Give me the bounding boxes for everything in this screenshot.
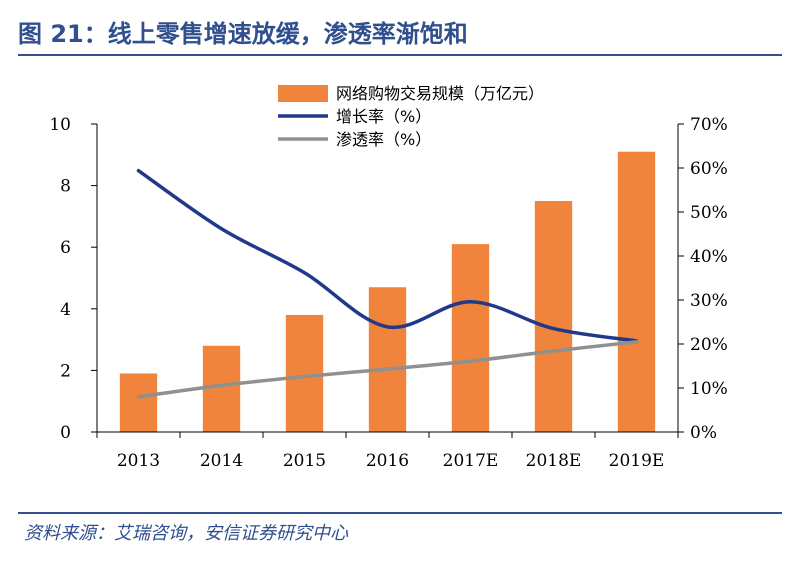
lines-group <box>136 168 639 399</box>
x-tick-label: 2015 <box>283 451 326 471</box>
bar-2014 <box>202 345 241 432</box>
x-tick-label: 2019E <box>609 451 665 471</box>
x-tick-label: 2016 <box>366 451 409 471</box>
left-tick-label: 0 <box>60 423 71 443</box>
bar-2018E <box>534 201 573 432</box>
legend-swatch-bar <box>278 85 328 102</box>
x-tick-label: 2013 <box>117 451 160 471</box>
axes-group: 0 2 4 6 8 10 0% 10% 20% 30% 40% 50% 60% 70% 2013 2014 20… <box>49 115 727 471</box>
bars-group <box>119 151 656 432</box>
left-tick-label: 4 <box>60 300 71 320</box>
page-title: 图 21：线上零售增速放缓，渗透率渐饱和 <box>18 20 468 48</box>
source-note: 资料来源：艾瑞咨询，安信证券研究中心 <box>24 523 348 544</box>
x-tick-label: 2017E <box>443 451 499 471</box>
bar-2019E <box>617 151 656 432</box>
bar-2017E <box>451 244 490 432</box>
legend-label-1: 增长率（%） <box>336 107 431 126</box>
left-tick-label: 8 <box>60 177 71 197</box>
bar-2016 <box>368 287 407 432</box>
legend-label-0: 网络购物交易规模（万亿元） <box>336 84 544 103</box>
left-tick-label: 6 <box>60 238 71 258</box>
right-tick-label: 20% <box>690 335 728 355</box>
x-tick-label: 2014 <box>200 451 243 471</box>
right-tick-label: 60% <box>690 159 728 179</box>
left-tick-label: 2 <box>60 361 71 381</box>
legend: 网络购物交易规模（万亿元） 增长率（%） 渗透率（%） <box>278 84 544 149</box>
right-tick-label: 50% <box>690 203 728 223</box>
legend-label-2: 渗透率（%） <box>336 130 431 149</box>
right-tick-label: 0% <box>690 423 717 443</box>
bar-2015 <box>285 314 324 432</box>
left-tick-label: 10 <box>49 115 71 135</box>
source-divider <box>18 512 782 514</box>
right-tick-label: 30% <box>690 291 728 311</box>
right-tick-label: 70% <box>690 115 728 135</box>
right-tick-label: 10% <box>690 379 728 399</box>
right-tick-label: 40% <box>690 247 728 267</box>
x-tick-label: 2018E <box>526 451 582 471</box>
title-divider <box>18 54 782 56</box>
bar-2013 <box>119 373 158 432</box>
